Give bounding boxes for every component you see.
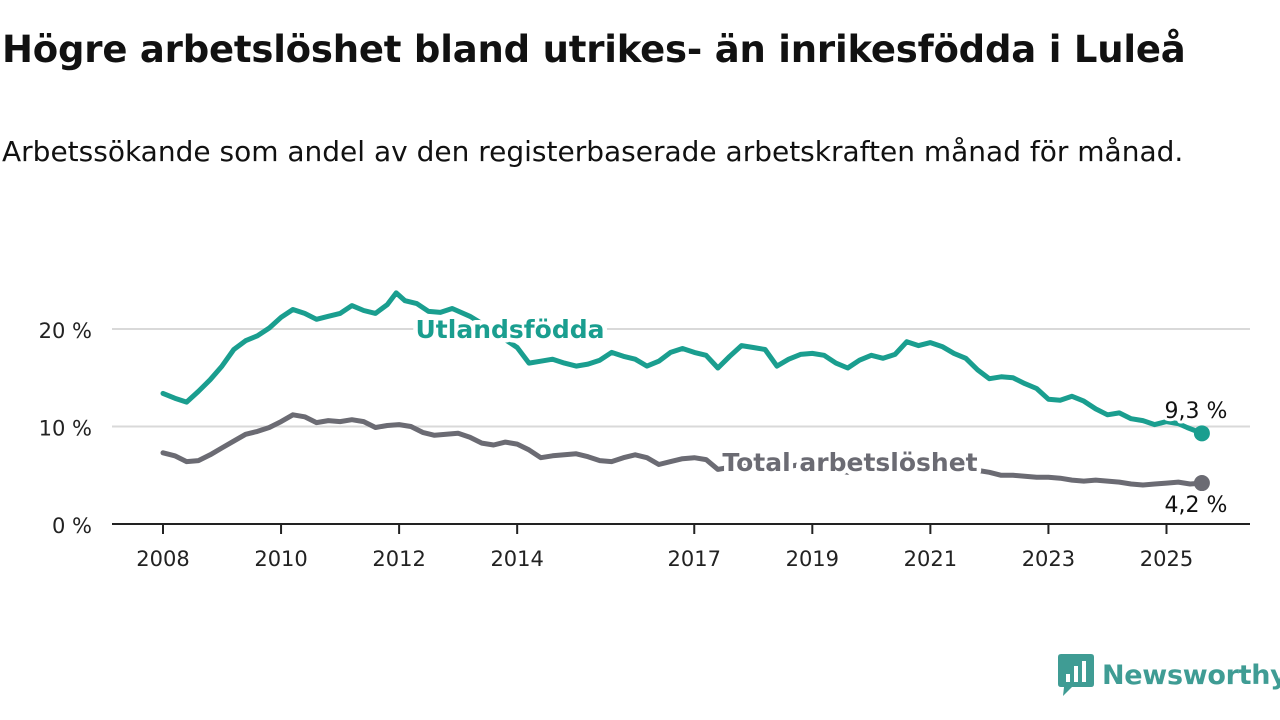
brand-logo: Newsworthy: [1058, 654, 1280, 696]
series-line-0: [160, 290, 1205, 436]
chart-title: Högre arbetslöshet bland utrikes- än inr…: [2, 28, 1186, 71]
axes: 0 % 10 % 20 % 2008 2010 2012 2014 2017 2019 2021 2…: [39, 319, 1250, 571]
series-name-label: Utlandsfödda: [416, 315, 605, 344]
gridlines: [112, 328, 1250, 428]
x-tick-label: 2012: [372, 547, 425, 571]
series-end-point-1: [1193, 475, 1210, 492]
y-tick-label: 10 %: [39, 417, 92, 441]
x-tick-label: 2019: [786, 547, 839, 571]
data-labels: Utlandsfödda Total arbetslöshet 9,3 % 4,2 %: [411, 311, 1230, 522]
y-tick-label: 20 %: [39, 319, 92, 343]
brand-name: Newsworthy: [1102, 659, 1280, 691]
chart-subtitle: Arbetssökande som andel av den registerb…: [2, 135, 1184, 168]
series-end-point-0: [1193, 425, 1210, 442]
x-tick-label: 2008: [136, 547, 189, 571]
series-lines: [160, 290, 1210, 492]
x-tick-label: 2014: [490, 547, 543, 571]
end-value-label: 9,3 %: [1165, 399, 1228, 424]
x-tick-label: 2025: [1140, 547, 1193, 571]
end-value-label: 4,2 %: [1165, 493, 1228, 518]
x-tick-label: 2021: [904, 547, 957, 571]
x-tick-label: 2017: [668, 547, 721, 571]
x-tick-label: 2010: [254, 547, 307, 571]
series-name-label: Total arbetslöshet: [722, 448, 977, 477]
x-tick-label: 2023: [1022, 547, 1075, 571]
series-line-1: [160, 412, 1205, 488]
newsworthy-logo-icon: [1058, 654, 1094, 696]
y-tick-label: 0 %: [52, 514, 92, 538]
